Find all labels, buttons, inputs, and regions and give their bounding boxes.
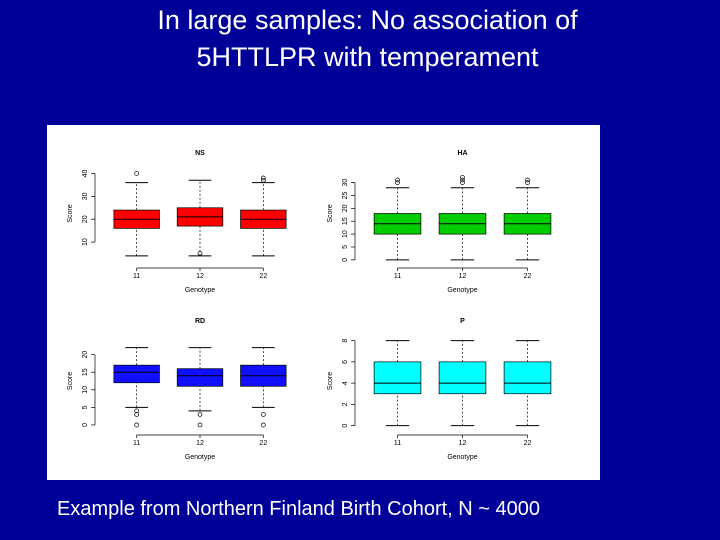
y-axis-label: Score	[327, 204, 334, 222]
y-tick-label: 25	[342, 191, 349, 199]
x-axis-label: Genotype	[185, 454, 215, 461]
y-tick-label: 30	[342, 179, 349, 187]
y-axis-label: Score	[327, 372, 334, 390]
outlier	[260, 422, 266, 428]
outlier	[197, 422, 203, 428]
y-tick-label: 8	[342, 339, 349, 343]
x-tick-label: 12	[459, 273, 467, 280]
x-tick-label: 12	[196, 273, 204, 280]
y-tick-label: 20	[342, 204, 349, 212]
x-tick-label: 11	[133, 273, 140, 280]
y-tick-label: 10	[82, 238, 89, 246]
outlier	[460, 180, 465, 185]
y-axis-label: Score	[67, 204, 74, 222]
y-tick-label: 0	[342, 258, 349, 262]
y-tick-label: 6	[342, 360, 349, 364]
y-tick-label: 15	[82, 368, 89, 376]
y-tick-label: 5	[342, 245, 349, 249]
y-tick-label: 40	[82, 169, 89, 177]
panel-title: P	[460, 318, 465, 325]
y-tick-label: 15	[342, 217, 349, 225]
y-tick-label: 4	[342, 381, 349, 385]
y-tick-label: 0	[342, 424, 349, 428]
y-tick-label: 2	[342, 402, 349, 406]
outlier	[460, 177, 465, 183]
x-axis-label: Genotype	[447, 454, 477, 461]
x-tick-label: 22	[259, 440, 267, 447]
panel-title: NS	[195, 150, 205, 157]
outlier	[134, 412, 140, 417]
y-tick-label: 30	[82, 192, 89, 200]
y-tick-label: 20	[82, 351, 89, 359]
y-tick-label: 10	[82, 386, 89, 394]
box	[176, 368, 224, 387]
x-tick-label: 12	[196, 440, 204, 447]
outlier	[134, 422, 140, 428]
x-tick-label: 22	[259, 273, 267, 280]
outlier	[260, 175, 266, 181]
outlier	[197, 251, 203, 256]
outlier	[395, 180, 400, 185]
outlier	[134, 408, 140, 414]
x-axis-label: Genotype	[447, 287, 477, 294]
outlier	[134, 171, 140, 176]
y-axis-label: Score	[67, 372, 74, 390]
y-tick-label: 5	[82, 405, 89, 409]
box	[373, 361, 422, 395]
outlier	[260, 412, 266, 417]
slide-title: In large samples: No association of 5HTT…	[157, 5, 578, 72]
outlier	[197, 412, 203, 417]
outlier	[460, 175, 465, 180]
panel-title: RD	[195, 318, 205, 325]
x-tick-label: 12	[459, 440, 467, 447]
y-tick-label: 0	[82, 423, 89, 427]
x-tick-label: 11	[133, 440, 140, 447]
x-tick-label: 11	[394, 440, 401, 447]
x-tick-label: 22	[524, 440, 532, 447]
outlier	[260, 177, 266, 183]
outlier	[395, 177, 400, 183]
caption: Example from Northern Finland Birth Coho…	[57, 498, 540, 520]
box	[503, 361, 552, 395]
y-tick-label: 10	[342, 230, 349, 238]
outlier	[525, 180, 530, 185]
box	[438, 361, 487, 395]
panel-background	[47, 125, 600, 480]
x-axis-label: Genotype	[185, 287, 215, 294]
outlier	[525, 177, 530, 183]
x-tick-label: 11	[394, 273, 401, 280]
x-tick-label: 22	[524, 273, 532, 280]
panel-title: HA	[457, 150, 467, 157]
box	[113, 364, 160, 384]
y-tick-label: 20	[82, 215, 89, 223]
